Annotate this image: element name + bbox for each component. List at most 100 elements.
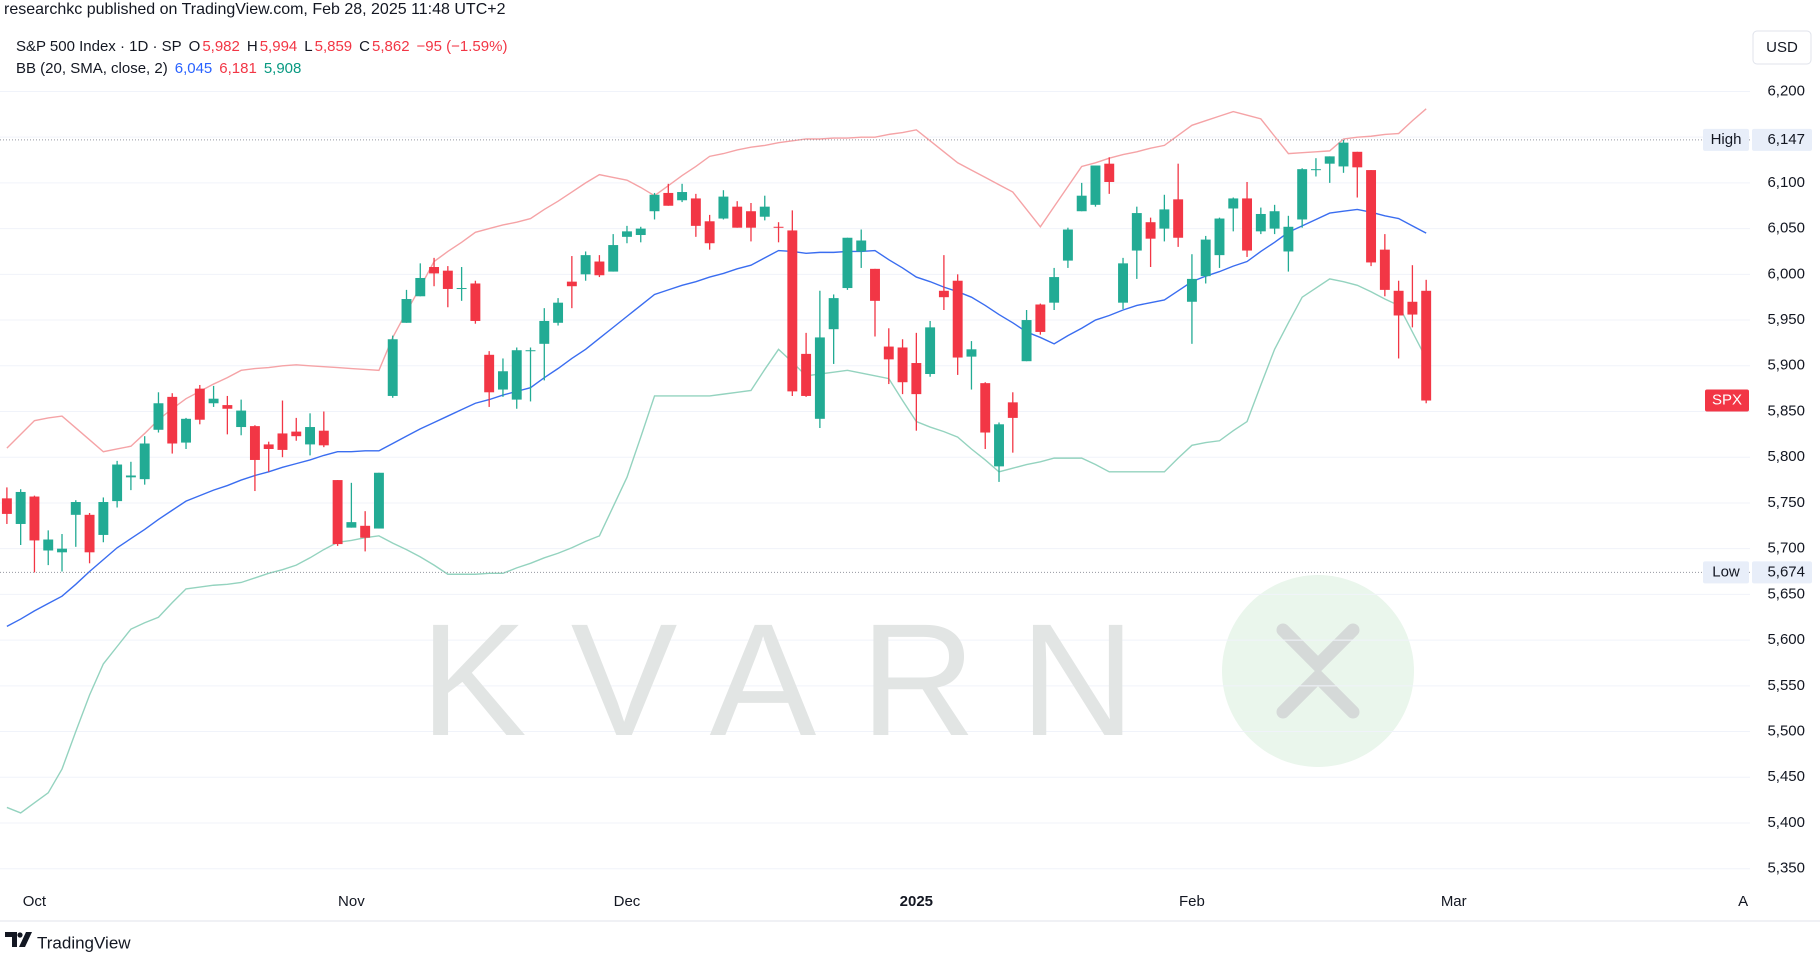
candle-body <box>553 302 564 323</box>
y-tick-label: 5,800 <box>1767 448 1805 465</box>
y-tick-label: 5,450 <box>1767 768 1805 785</box>
candle-body <box>1214 218 1225 256</box>
indicator-name: BB (20, SMA, close, 2) <box>16 60 168 77</box>
legend-value: 5,859 <box>314 38 353 55</box>
candle-body <box>732 206 743 228</box>
candle-body <box>1159 209 1170 229</box>
legend-key: H <box>246 38 258 55</box>
candle-body <box>1090 165 1101 205</box>
candle-body <box>883 346 894 360</box>
candle-body <box>1035 304 1046 332</box>
candle-body <box>897 347 908 383</box>
candle-body <box>291 431 302 437</box>
candle-body <box>677 192 688 201</box>
indicator-legend: BB (20, SMA, close, 2) 6,045 6,181 5,908 <box>16 59 301 79</box>
candle-body <box>828 298 839 330</box>
candle-body <box>966 349 977 357</box>
candle-body <box>663 192 674 206</box>
currency-button[interactable] <box>1752 30 1812 65</box>
candle-body <box>373 472 384 529</box>
indicator-line <box>6 278 1427 814</box>
candle-body <box>1297 169 1308 220</box>
candle-body <box>718 196 729 219</box>
candle-body <box>263 444 274 449</box>
x-tick-label: Feb <box>1179 893 1205 910</box>
y-tick-label: 6,000 <box>1767 265 1805 282</box>
price-line-value: 6,147 <box>1767 131 1805 148</box>
candle-body <box>98 502 109 535</box>
candle-body <box>1 498 12 514</box>
legend-change: −95 (−1.59%) <box>416 38 508 55</box>
candle-body <box>15 491 26 524</box>
y-tick-label: 6,100 <box>1767 174 1805 191</box>
candle-body <box>1242 198 1253 251</box>
price-line-value-bg <box>1752 128 1812 151</box>
y-tick-label: 6,200 <box>1767 82 1805 99</box>
candle-body <box>470 283 481 321</box>
candle-body <box>360 525 371 538</box>
price-line-value: 5,674 <box>1767 563 1805 580</box>
candle-body <box>566 281 577 287</box>
y-tick-label: 5,650 <box>1767 585 1805 602</box>
legend-key: O <box>188 38 201 55</box>
candle-body <box>814 337 825 419</box>
x-tick-label: Nov <box>338 893 365 910</box>
candle-body <box>594 261 605 276</box>
watermark-logo-mark <box>1276 623 1360 719</box>
y-tick-label: 5,350 <box>1767 860 1805 877</box>
x-tick-label: A <box>1738 893 1748 910</box>
candle-body <box>318 430 329 446</box>
candle-body <box>84 514 95 553</box>
candle-body <box>1379 249 1390 290</box>
legend-key: C <box>359 38 370 55</box>
candle-body <box>1324 156 1335 164</box>
price-line-name: High <box>1711 131 1742 148</box>
candle-body <box>70 502 81 515</box>
y-tick-label: 5,600 <box>1767 631 1805 648</box>
candle-body <box>608 245 619 272</box>
candle-body <box>1131 213 1142 251</box>
candle-body <box>1310 169 1321 171</box>
candle-body <box>539 320 550 344</box>
candle-body <box>1118 263 1128 303</box>
candle-body <box>525 350 536 352</box>
candle-body <box>1200 239 1211 277</box>
candle-body <box>622 231 632 237</box>
indicator-value: 5,908 <box>263 60 302 77</box>
candle-body <box>415 277 426 297</box>
legend-value: 5,862 <box>372 38 410 55</box>
legend-value: 5,982 <box>202 38 240 55</box>
brand-name: TradingView <box>37 933 131 952</box>
price-line-name-bg <box>1703 561 1749 584</box>
candle-body <box>511 350 522 400</box>
candle-body <box>746 211 756 228</box>
x-tick-label: Dec <box>614 893 641 910</box>
indicator-line <box>6 108 1427 453</box>
symbol-badge: SPX <box>1712 391 1742 408</box>
candle-body <box>401 299 412 323</box>
currency-label[interactable]: USD <box>1766 39 1798 56</box>
candle-body <box>305 427 315 445</box>
candle-body <box>704 221 715 244</box>
candle-body <box>29 496 40 541</box>
candle-body <box>456 288 467 290</box>
candle-body <box>332 480 343 545</box>
watermark: KVARN <box>420 590 1179 769</box>
candle-body <box>994 424 1004 467</box>
candle-body <box>57 548 67 553</box>
candle-body <box>1049 277 1060 303</box>
candle-body <box>222 405 233 409</box>
legend-symbol: S&P 500 Index · 1D · SP <box>16 38 182 55</box>
price-line-name: Low <box>1712 563 1740 580</box>
candle-body <box>346 522 357 528</box>
candle-body <box>690 198 701 226</box>
y-tick-label: 5,550 <box>1767 677 1805 694</box>
attribution: researchkc published on TradingView.com,… <box>4 1 506 18</box>
indicator-value: 6,045 <box>174 60 213 77</box>
candle-body <box>1007 402 1018 418</box>
y-tick-label: 5,700 <box>1767 540 1805 557</box>
candle-body <box>153 403 164 430</box>
candle-body <box>112 464 123 502</box>
